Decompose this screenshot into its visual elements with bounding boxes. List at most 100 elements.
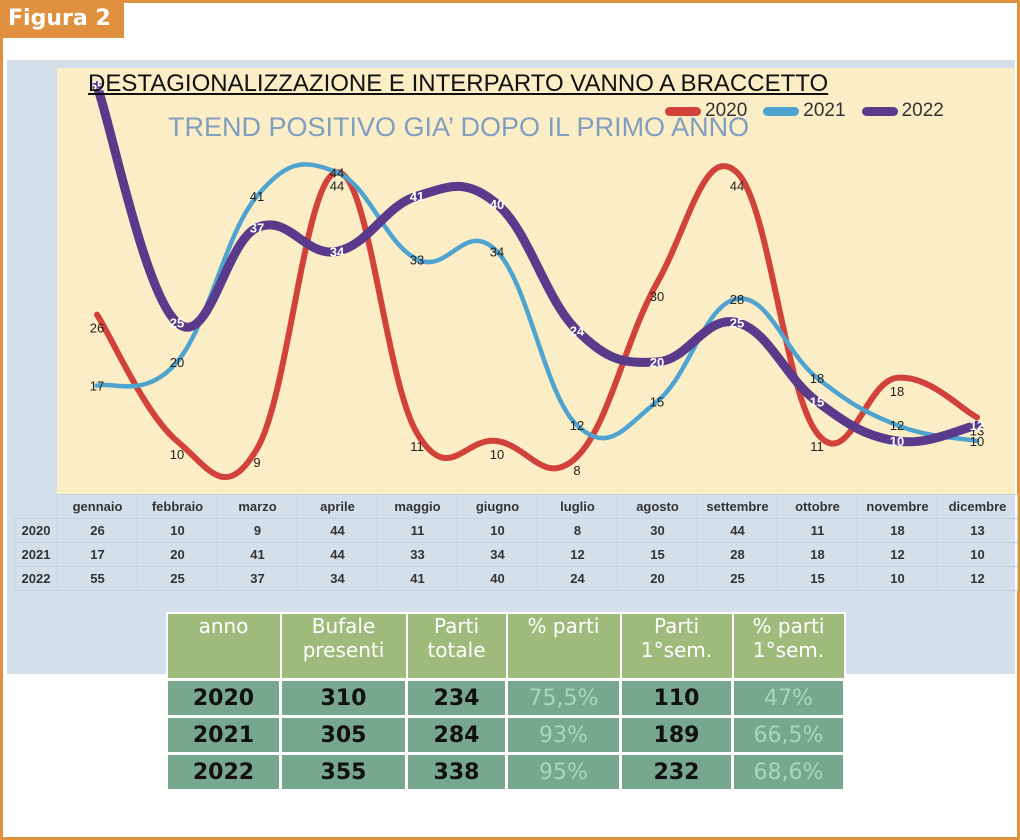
series-line-2022	[92, 81, 982, 447]
data-label-2020-maggio: 11	[410, 439, 424, 454]
data-label-2020-giugno: 10	[490, 447, 504, 462]
data-label-2022-agosto: 20	[650, 355, 664, 370]
table-cell-2021-agosto: 15	[617, 542, 698, 567]
summary-cell: 66,5%	[731, 715, 846, 755]
line-chart: 26 10 9 44 11 10 8 30 44 11 18 13 17 20 41 44 33 34 12 15 28…	[90, 79, 984, 480]
table-header-novembre: novembre	[857, 494, 938, 519]
table-cell-2020-febbraio: 10	[137, 518, 218, 543]
summary-header-cell: Parti 1°sem.	[619, 612, 734, 681]
data-label-2020-febbraio: 10	[170, 447, 184, 462]
table-cell-2020-maggio: 11	[377, 518, 458, 543]
table-cell-2022-novembre: 10	[857, 566, 938, 591]
legend-swatch-2021	[763, 106, 800, 116]
summary-cell: 355	[279, 752, 408, 792]
data-label-2020-ottobre: 11	[810, 439, 824, 454]
table-cell-2021-novembre: 12	[857, 542, 938, 567]
data-label-2021-dicembre: 10	[970, 434, 984, 449]
summary-row: 2021 305 284 93% 189 66,5%	[165, 715, 846, 755]
legend-item-2020: 2020	[665, 100, 747, 122]
table-cell-2020-aprile: 44	[297, 518, 378, 543]
table-cell-2021-aprile: 44	[297, 542, 378, 567]
data-label-2022-marzo: 37	[250, 221, 264, 236]
summary-cell: 75,5%	[505, 678, 622, 718]
table-row-header-2020: 2020	[14, 518, 58, 543]
data-label-2021-settembre: 28	[730, 292, 744, 307]
summary-cell: 2022	[165, 752, 282, 792]
table-header-agosto: agosto	[617, 494, 698, 519]
data-label-2022-aprile: 34	[330, 244, 345, 259]
figure-label: Figura 2	[0, 0, 124, 38]
legend-swatch-2020	[665, 106, 701, 116]
table-cell-2021-giugno: 34	[457, 542, 538, 567]
summary-cell: 95%	[505, 752, 622, 792]
table-cell-2021-ottobre: 18	[777, 542, 858, 567]
legend-label-2022: 2022	[901, 100, 944, 121]
data-label-2020-aprile: 44	[330, 178, 344, 193]
data-label-2022-settembre: 25	[730, 316, 744, 331]
table-cell-2022-giugno: 40	[457, 566, 538, 591]
table-cell-2022-ottobre: 15	[777, 566, 858, 591]
table-cell-2021-dicembre: 10	[937, 542, 1018, 567]
table-cell-2022-settembre: 25	[697, 566, 778, 591]
data-label-2020-settembre: 44	[730, 178, 744, 193]
series-line-2021	[94, 162, 980, 444]
table-cell-2021-febbraio: 20	[137, 542, 218, 567]
table-header-giugno: giugno	[457, 494, 538, 519]
summary-header-cell: % parti	[505, 612, 622, 681]
data-label-2020-agosto: 30	[650, 289, 664, 304]
series-line-2020	[94, 163, 980, 480]
data-label-2022-febbraio: 25	[170, 316, 184, 331]
table-cell-2022-maggio: 41	[377, 566, 458, 591]
summary-cell: 47%	[731, 678, 846, 718]
summary-header-cell: anno	[165, 612, 282, 681]
table-cell-2022-aprile: 34	[297, 566, 378, 591]
summary-cell: 2021	[165, 715, 282, 755]
data-label-2021-febbraio: 20	[170, 355, 184, 370]
data-label-2021-aprile: 44	[330, 165, 344, 180]
summary-header-cell: Bufale presenti	[279, 612, 408, 681]
summary-cell: 305	[279, 715, 408, 755]
table-row-header-2022: 2022	[14, 566, 58, 591]
summary-cell: 189	[619, 715, 734, 755]
table-row: 2020 26 10 9 44 11 10 8 30 44 11 18 13	[14, 518, 1018, 543]
table-header-settembre: settembre	[697, 494, 778, 519]
table-row: 2022 55 25 37 34 41 40 24 20 25 15 10 12	[14, 566, 1018, 591]
summary-cell: 284	[405, 715, 508, 755]
table-row-header-2021: 2021	[14, 542, 58, 567]
table-cell-2022-gennaio: 55	[57, 566, 138, 591]
table-row: 2021 17 20 41 44 33 34 12 15 28 18 12 10	[14, 542, 1018, 567]
summary-cell: 232	[619, 752, 734, 792]
data-label-2022-gennaio: 55	[90, 79, 104, 94]
table-header-luglio: luglio	[537, 494, 618, 519]
summary-header-cell: % parti 1°sem.	[731, 612, 846, 681]
legend-item-2021: 2021	[763, 100, 846, 122]
table-cell-2020-settembre: 44	[697, 518, 778, 543]
summary-cell: 68,6%	[731, 752, 846, 792]
table-header-ottobre: ottobre	[777, 494, 858, 519]
data-label-2022-giugno: 40	[490, 197, 504, 212]
table-cell-2020-luglio: 8	[537, 518, 618, 543]
table-cell-2021-settembre: 28	[697, 542, 778, 567]
table-cell-2020-ottobre: 11	[777, 518, 858, 543]
data-label-2021-agosto: 15	[650, 395, 664, 410]
data-label-2020-marzo: 9	[253, 455, 260, 470]
table-cell-2022-marzo: 37	[217, 566, 298, 591]
data-label-2021-novembre: 12	[890, 418, 904, 433]
summary-table: anno Bufale presenti Parti totale% parti Part…	[165, 612, 846, 792]
table-cell-2022-dicembre: 12	[937, 566, 1018, 591]
summary-cell: 93%	[505, 715, 622, 755]
summary-cell: 2020	[165, 678, 282, 718]
legend-swatch-2022	[861, 106, 898, 116]
summary-cell: 234	[405, 678, 508, 718]
table-cell-2021-maggio: 33	[377, 542, 458, 567]
data-label-2020-luglio: 8	[573, 463, 580, 478]
table-cell-2022-luglio: 24	[537, 566, 618, 591]
legend-item-2022: 2022	[861, 100, 944, 122]
table-cell-2022-agosto: 20	[617, 566, 698, 591]
data-label-2022-ottobre: 15	[810, 395, 824, 410]
table-header-aprile: aprile	[297, 494, 378, 519]
data-label-2021-ottobre: 18	[810, 371, 824, 386]
summary-cell: 110	[619, 678, 734, 718]
table-cell-2021-gennaio: 17	[57, 542, 138, 567]
